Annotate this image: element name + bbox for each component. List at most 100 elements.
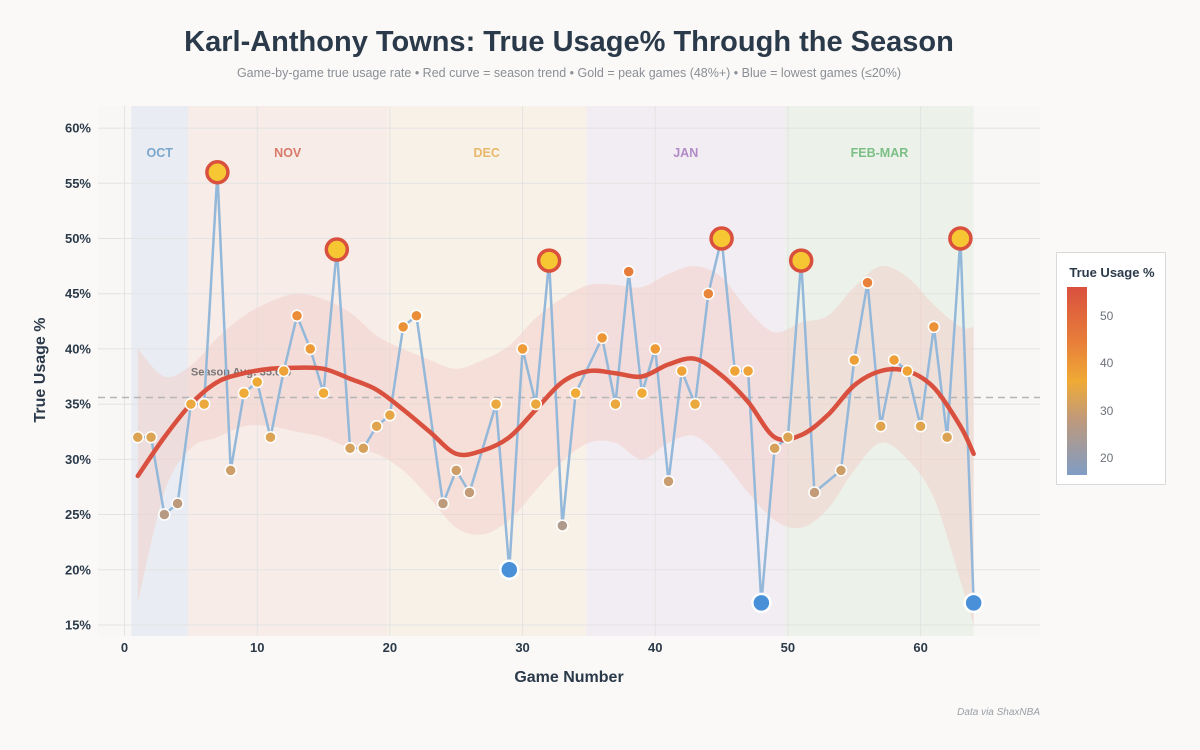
game-point bbox=[370, 419, 383, 433]
trend-confidence-band bbox=[137, 265, 974, 625]
game-point bbox=[250, 375, 264, 389]
game-point bbox=[887, 353, 901, 367]
game-points bbox=[131, 160, 984, 614]
peak-game-point bbox=[948, 226, 973, 251]
peak-game-point bbox=[788, 248, 814, 273]
game-point bbox=[463, 486, 476, 499]
game-point bbox=[688, 397, 702, 411]
game-point bbox=[449, 464, 463, 477]
x-tick-label: 10 bbox=[250, 640, 264, 655]
game-point bbox=[290, 309, 304, 323]
month-label-oct: OCT bbox=[146, 146, 173, 160]
game-point bbox=[158, 508, 171, 521]
usage-series-line bbox=[137, 171, 975, 605]
game-point bbox=[184, 397, 198, 411]
game-point bbox=[901, 364, 914, 378]
game-point bbox=[343, 442, 357, 455]
game-point bbox=[529, 397, 543, 411]
game-point bbox=[635, 386, 649, 400]
colorbar-tick-label: 50 bbox=[1100, 308, 1114, 323]
x-axis-title: Game Number bbox=[514, 669, 623, 686]
y-tick-label: 20% bbox=[65, 562, 91, 577]
game-point bbox=[741, 364, 755, 378]
y-axis-title: True Usage % bbox=[32, 318, 49, 423]
game-point bbox=[410, 309, 423, 323]
chart-subtitle: Game-by-game true usage rate • Red curve… bbox=[236, 66, 902, 80]
game-point bbox=[609, 397, 622, 411]
colorbar-gradient bbox=[1067, 287, 1087, 475]
usage-line bbox=[137, 171, 975, 605]
low-game-point bbox=[751, 592, 772, 614]
game-point bbox=[702, 287, 715, 300]
low-game-point bbox=[499, 559, 520, 580]
game-point bbox=[648, 342, 662, 356]
game-point bbox=[848, 353, 861, 367]
colorbar-tick-label: 20 bbox=[1100, 451, 1114, 466]
peak-game-point bbox=[709, 226, 734, 251]
game-point bbox=[834, 464, 848, 477]
colorbar-tick-label: 40 bbox=[1100, 356, 1114, 371]
game-point bbox=[396, 320, 410, 334]
y-tick-label: 40% bbox=[65, 341, 91, 356]
game-point bbox=[556, 519, 569, 532]
x-tick-label: 0 bbox=[121, 640, 128, 655]
y-tick-label: 50% bbox=[65, 231, 91, 246]
game-point bbox=[383, 408, 397, 422]
game-point bbox=[317, 386, 330, 400]
month-label-dec: DEC bbox=[474, 146, 500, 160]
chart-title: Karl-Anthony Towns: True Usage% Through … bbox=[184, 26, 954, 58]
peak-game-point bbox=[205, 160, 230, 185]
colorbar-legend: True Usage % 50 40 30 20 bbox=[1056, 252, 1166, 485]
game-point bbox=[436, 497, 450, 510]
low-game-point bbox=[963, 592, 984, 614]
game-point bbox=[622, 265, 635, 278]
game-point bbox=[569, 386, 582, 400]
axis-ticks: 0 10 20 30 40 50 60 15% 20% 25% 30% 35% 40% 45% 50% 55%… bbox=[65, 121, 928, 655]
colorbar-tick-label: 30 bbox=[1100, 403, 1114, 418]
game-point bbox=[874, 419, 888, 433]
x-tick-label: 30 bbox=[515, 640, 529, 655]
game-point bbox=[927, 320, 941, 334]
game-point bbox=[304, 342, 317, 356]
game-point bbox=[357, 442, 370, 455]
peak-game-point bbox=[536, 248, 562, 273]
game-point bbox=[224, 464, 237, 477]
game-point bbox=[808, 486, 821, 499]
game-point bbox=[768, 442, 781, 455]
trend-band bbox=[137, 265, 974, 625]
game-point bbox=[489, 397, 503, 411]
game-point bbox=[914, 419, 927, 433]
y-tick-label: 45% bbox=[65, 286, 91, 301]
game-point bbox=[516, 342, 529, 356]
x-tick-label: 20 bbox=[383, 640, 397, 655]
game-point bbox=[662, 475, 675, 488]
x-tick-label: 60 bbox=[913, 640, 927, 655]
game-point bbox=[781, 431, 795, 444]
game-point bbox=[237, 386, 251, 400]
game-point bbox=[595, 331, 609, 345]
x-tick-label: 40 bbox=[648, 640, 662, 655]
month-label-feb-mar: FEB-MAR bbox=[851, 146, 909, 160]
game-point bbox=[171, 497, 184, 510]
game-point bbox=[861, 276, 874, 289]
game-point bbox=[131, 431, 145, 444]
y-tick-label: 15% bbox=[65, 617, 91, 632]
month-label-nov: NOV bbox=[274, 146, 302, 160]
game-point bbox=[675, 364, 689, 378]
y-tick-label: 55% bbox=[65, 176, 91, 191]
y-tick-label: 25% bbox=[65, 507, 91, 522]
game-point bbox=[144, 431, 158, 444]
game-point bbox=[277, 364, 290, 378]
game-point bbox=[728, 364, 742, 378]
peak-game-point bbox=[324, 237, 350, 262]
game-point bbox=[264, 431, 277, 444]
month-label-jan: JAN bbox=[673, 146, 698, 160]
x-tick-label: 50 bbox=[781, 640, 795, 655]
colorbar-title: True Usage % bbox=[1069, 265, 1155, 280]
y-tick-label: 60% bbox=[65, 121, 91, 136]
game-point bbox=[940, 431, 954, 444]
y-tick-label: 35% bbox=[65, 397, 91, 412]
y-tick-label: 30% bbox=[65, 452, 91, 467]
game-point bbox=[197, 397, 211, 411]
